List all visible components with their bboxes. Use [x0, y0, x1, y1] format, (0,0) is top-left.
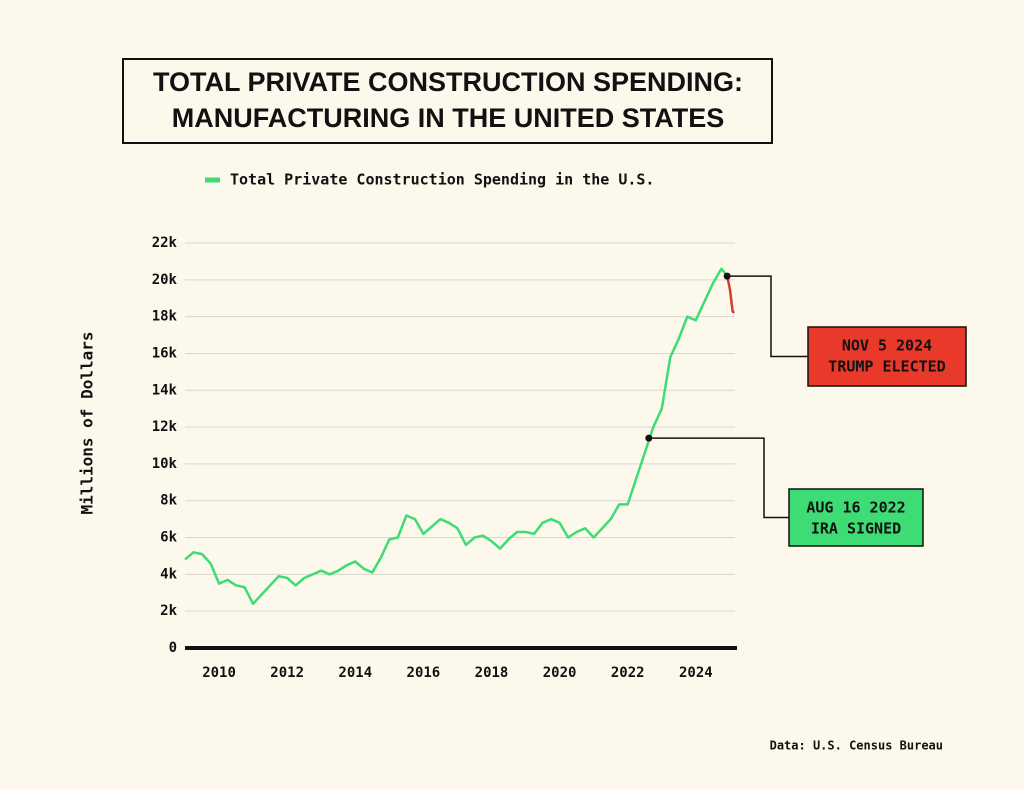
y-tick-label: 8k: [160, 493, 177, 509]
y-tick-label: 18k: [152, 309, 178, 325]
annotation-connector: [648, 437, 789, 519]
y-tick-label: 2k: [160, 603, 177, 619]
y-tick-label: 22k: [152, 235, 178, 251]
chart-title: MANUFACTURING IN THE UNITED STATES: [172, 103, 725, 133]
annotation-point: [723, 272, 731, 280]
annotation-label: IRA SIGNED: [811, 520, 901, 538]
source: Data: U.S. Census Bureau: [770, 739, 943, 753]
annotation-connector: [727, 275, 808, 358]
x-tick-label: 2016: [407, 665, 441, 681]
y-tick-label: 10k: [152, 456, 178, 472]
annotation-point: [645, 434, 653, 442]
annotation-label: TRUMP ELECTED: [828, 358, 945, 376]
annotation-label: AUG 16 2022: [806, 499, 905, 517]
series-line: [725, 275, 736, 314]
series-line: [184, 267, 729, 606]
x-tick-label: 2014: [338, 665, 372, 681]
y-tick-label: 4k: [160, 566, 177, 582]
x-tick-label: 2010: [202, 665, 236, 681]
annotation-box: [788, 488, 924, 547]
y-tick-label: 12k: [152, 419, 178, 435]
y-tick-label: 14k: [152, 382, 178, 398]
x-tick-label: 2018: [475, 665, 509, 681]
legend-label: Total Private Construction Spending in t…: [230, 171, 654, 189]
y-tick-label: 20k: [152, 272, 178, 288]
annotation-label: NOV 5 2024: [842, 337, 932, 355]
y-axis-label: Millions of Dollars: [78, 331, 97, 514]
x-tick-label: 2012: [270, 665, 304, 681]
annotation-box: [807, 326, 967, 387]
y-tick-label: 16k: [152, 345, 178, 361]
x-tick-label: 2020: [543, 665, 577, 681]
y-tick-label: 0: [169, 640, 177, 656]
title-box: [122, 58, 773, 144]
chart-title: TOTAL PRIVATE CONSTRUCTION SPENDING:: [153, 67, 743, 97]
x-tick-label: 2024: [679, 665, 713, 681]
x-tick-label: 2022: [611, 665, 645, 681]
y-tick-label: 6k: [160, 530, 177, 546]
